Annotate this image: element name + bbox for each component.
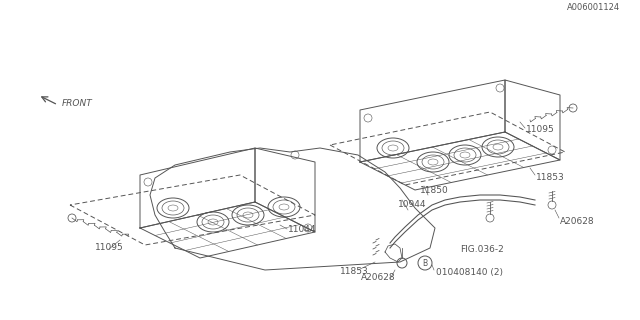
Text: A20628: A20628	[361, 273, 396, 282]
Text: 010408140 (2): 010408140 (2)	[436, 268, 503, 276]
Text: FIG.036-2: FIG.036-2	[460, 245, 504, 254]
Text: FRONT: FRONT	[62, 99, 93, 108]
Text: 11850: 11850	[420, 186, 449, 195]
Text: A006001124: A006001124	[567, 3, 620, 12]
Text: 10944: 10944	[398, 200, 426, 209]
Text: 11853: 11853	[536, 173, 564, 182]
Text: A20628: A20628	[560, 218, 595, 227]
Text: B: B	[422, 259, 428, 268]
Text: 11044: 11044	[288, 226, 317, 235]
Text: 11853: 11853	[340, 268, 369, 276]
Text: 11095: 11095	[95, 243, 124, 252]
Text: 11095: 11095	[526, 125, 555, 134]
